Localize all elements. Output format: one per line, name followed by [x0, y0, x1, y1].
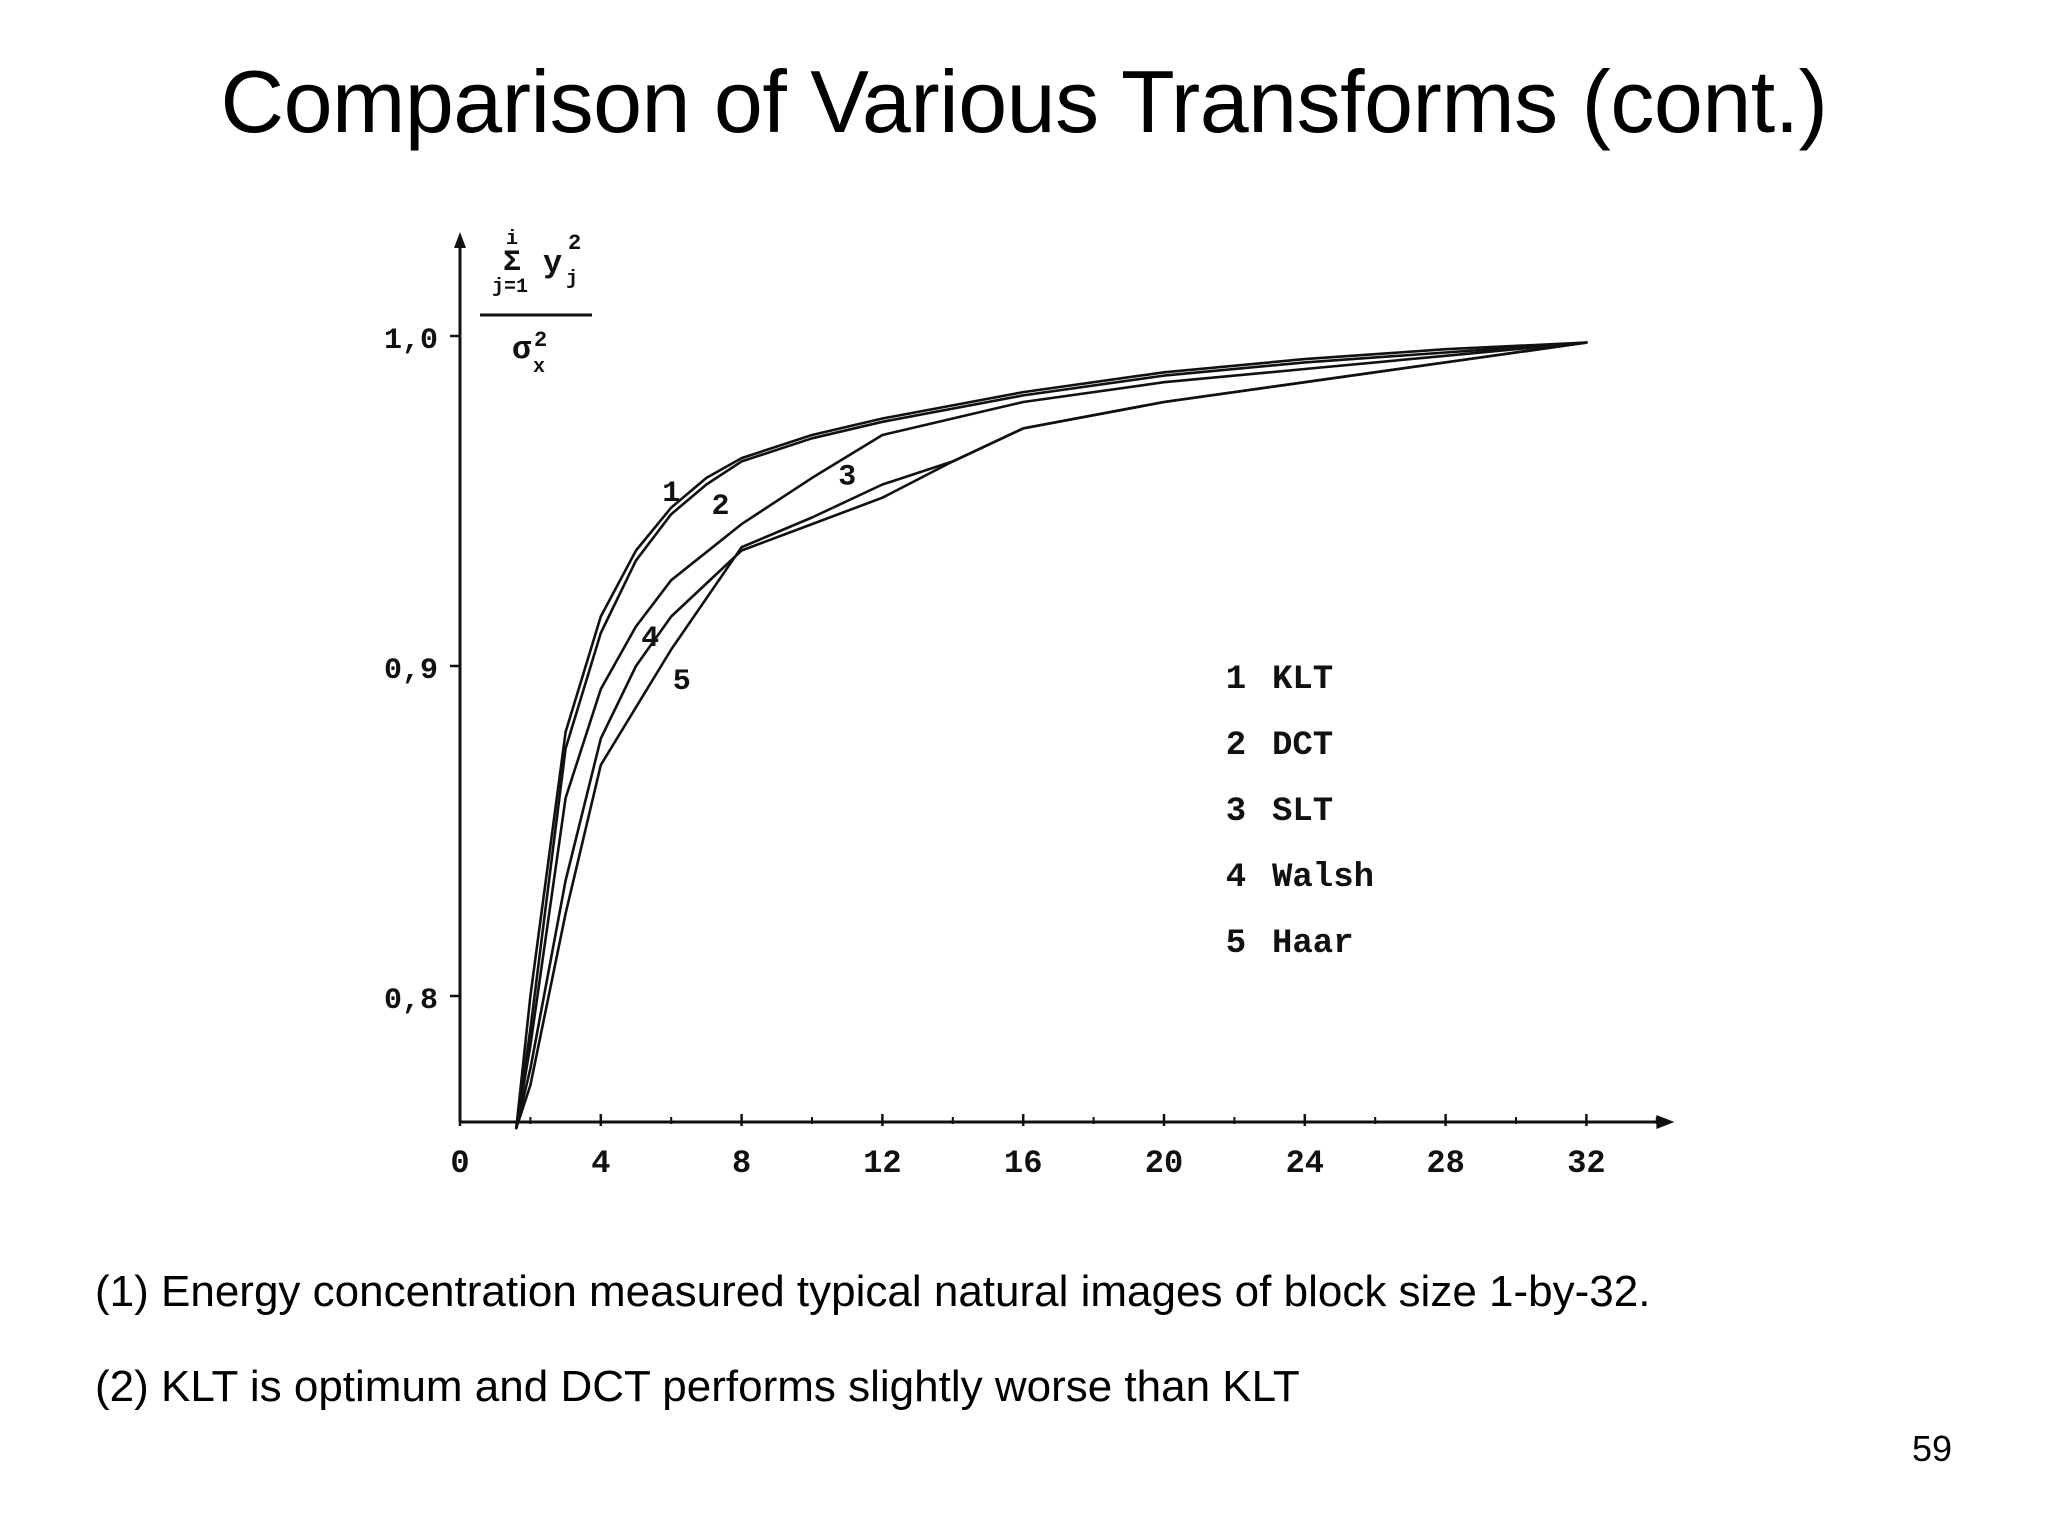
y-label-sum-bottom: j=1 [492, 276, 528, 299]
y-axis-label: i Σ j=1 y 2 j σ 2 x [480, 228, 592, 379]
y-label-term-sub: j [566, 268, 578, 291]
legend-label-dct: DCT [1272, 727, 1333, 765]
curve-label-1: 1 [662, 477, 680, 511]
legend-label-klt: KLT [1272, 661, 1333, 699]
y-label-denominator-sup: 2 [534, 328, 547, 353]
y-tick-label-0-9: 0,9 [384, 654, 438, 688]
legend-number-5: 5 [1226, 925, 1246, 963]
x-tick-label-12: 12 [863, 1145, 901, 1182]
x-tick-label-0: 0 [450, 1145, 469, 1182]
y-label-sum-symbol: Σ [503, 246, 521, 280]
chart-legend: 1 KLT 2 DCT 3 SLT 4 Walsh 5 Haar [1226, 661, 1374, 963]
curve-label-2: 2 [711, 490, 729, 524]
slide-title: Comparison of Various Transforms (cont.) [220, 52, 1828, 151]
x-tick-label-20: 20 [1145, 1145, 1183, 1182]
series-dct-line [515, 341, 1588, 1130]
x-tick-label-8: 8 [732, 1145, 751, 1182]
y-axis-arrow [454, 232, 466, 248]
x-tick-label-32: 32 [1567, 1145, 1605, 1182]
x-tick-label-28: 28 [1426, 1145, 1464, 1182]
legend-label-haar: Haar [1272, 925, 1354, 963]
x-tick-label-4: 4 [591, 1145, 610, 1182]
x-tick-label-24: 24 [1286, 1145, 1324, 1182]
chart-axes: 0 4 8 12 16 20 24 28 320,80,91,0 [384, 232, 1675, 1182]
chart-series [515, 341, 1588, 1130]
y-label-denominator-sub: x [533, 356, 545, 379]
legend-label-walsh: Walsh [1272, 859, 1374, 897]
legend-number-3: 3 [1226, 793, 1246, 831]
y-label-term-sup: 2 [568, 231, 581, 256]
series-klt-line [515, 341, 1588, 1130]
y-tick-label-0-8: 0,8 [384, 984, 438, 1018]
series-haar-line [515, 341, 1588, 1130]
x-tick-label-16: 16 [1004, 1145, 1042, 1182]
legend-label-slt: SLT [1272, 793, 1333, 831]
y-label-sum-top: i [506, 228, 518, 251]
x-axis-arrow [1656, 1115, 1675, 1129]
y-label-term: y [543, 245, 562, 282]
series-slt-line [515, 341, 1588, 1130]
curve-label-4: 4 [641, 622, 659, 656]
legend-number-2: 2 [1226, 727, 1246, 765]
caption-1: (1) Energy concentration measured typica… [95, 1267, 1651, 1316]
legend-number-1: 1 [1226, 661, 1246, 699]
caption-2: (2) KLT is optimum and DCT performs slig… [95, 1362, 1300, 1411]
page-number: 59 [1911, 1428, 1952, 1469]
legend-number-4: 4 [1226, 859, 1246, 897]
curve-number-labels: 1 2 3 45 [641, 461, 856, 700]
curve-label-5: 5 [673, 665, 691, 699]
y-label-denominator: σ [512, 331, 532, 368]
series-walsh-line [515, 341, 1588, 1130]
curve-label-3: 3 [838, 461, 856, 495]
y-tick-label-1-0: 1,0 [384, 324, 438, 358]
